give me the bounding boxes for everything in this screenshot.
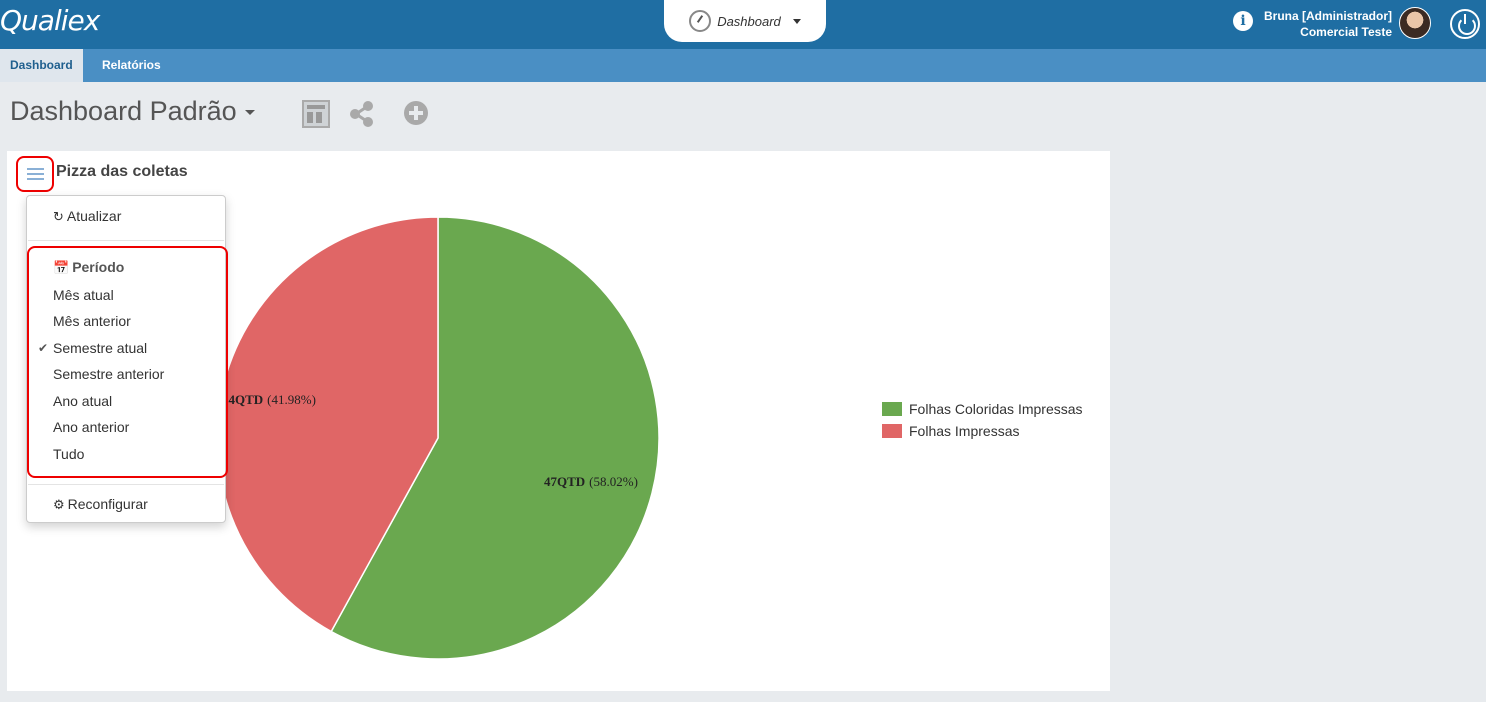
legend-item[interactable]: Folhas Coloridas Impressas	[882, 398, 1083, 420]
menu-item-label: Reconfigurar	[67, 496, 148, 512]
top-bar: Qualiex Dashboard i Bruna [Administrador…	[0, 0, 1486, 49]
legend-item[interactable]: Folhas Impressas	[882, 420, 1083, 442]
widget-menu-dropdown: ↻ Atualizar 📅 Período Mês atual Mês anteri…	[26, 195, 226, 523]
widget-title: Pizza das coletas	[56, 163, 188, 180]
share-icon[interactable]	[348, 100, 376, 128]
nav-bar: Dashboard Relatórios	[0, 49, 1486, 82]
dashboard-gauge-icon	[689, 10, 712, 32]
layout-icon[interactable]	[302, 100, 330, 128]
menu-period-ano-atual[interactable]: Ano atual	[53, 393, 113, 409]
menu-item-label: Atualizar	[66, 208, 122, 224]
add-widget-icon[interactable]	[404, 101, 428, 125]
legend-label: Folhas Impressas	[909, 423, 1020, 439]
tab-relatorios[interactable]: Relatórios	[102, 58, 161, 72]
power-icon[interactable]	[1450, 9, 1480, 39]
user-company: Comercial Teste	[1300, 25, 1392, 39]
menu-header-label: Período	[72, 259, 125, 275]
chevron-down-icon	[792, 18, 801, 24]
period-highlight-box	[27, 246, 228, 478]
user-info[interactable]: Bruna [Administrador] Comercial Teste	[1264, 8, 1392, 40]
menu-item-reconfigure[interactable]: ⚙ Reconfigurar	[53, 496, 148, 513]
legend-swatch	[882, 424, 902, 438]
page-title[interactable]: Dashboard Padrão	[10, 96, 255, 127]
menu-period-tudo[interactable]: Tudo	[53, 446, 85, 462]
chart-legend: Folhas Coloridas Impressas Folhas Impres…	[882, 398, 1083, 442]
app-logo[interactable]: Qualiex	[0, 4, 100, 37]
tab-dashboard[interactable]: Dashboard	[0, 49, 83, 82]
app-switcher-button[interactable]: Dashboard	[664, 0, 826, 42]
menu-period-mes-anterior[interactable]: Mês anterior	[53, 313, 131, 329]
menu-period-semestre-anterior[interactable]: Semestre anterior	[53, 366, 165, 382]
avatar[interactable]	[1399, 7, 1431, 39]
hamburger-menu-icon[interactable]	[16, 156, 54, 192]
pie-label-folhas-coloridas: 47QTD (58.02%)	[544, 474, 638, 489]
legend-swatch	[882, 402, 902, 416]
checkmark-icon: ✔	[38, 341, 49, 355]
pie-label-folhas-impressas: 34QTD (41.98%)	[222, 392, 316, 407]
chevron-down-icon	[244, 110, 255, 116]
menu-period-semestre-atual[interactable]: Semestre atual	[53, 340, 148, 356]
menu-item-refresh[interactable]: ↻ Atualizar	[53, 208, 121, 225]
app-switcher-label: Dashboard	[717, 13, 781, 29]
refresh-icon: ↻	[53, 209, 64, 224]
menu-divider	[28, 240, 224, 241]
info-icon[interactable]: i	[1233, 11, 1253, 31]
user-name: Bruna [Administrador]	[1263, 9, 1392, 23]
menu-period-header: 📅 Período	[53, 259, 124, 276]
menu-period-ano-anterior[interactable]: Ano anterior	[53, 419, 130, 435]
calendar-icon: 📅	[53, 260, 70, 275]
menu-period-mes-atual[interactable]: Mês atual	[53, 287, 114, 303]
legend-label: Folhas Coloridas Impressas	[909, 401, 1083, 417]
pie-slice-folhas-coloridas[interactable]	[330, 216, 660, 660]
menu-divider	[28, 484, 224, 485]
page-title-text: Dashboard Padrão	[10, 96, 237, 126]
gear-icon: ⚙	[53, 497, 65, 512]
